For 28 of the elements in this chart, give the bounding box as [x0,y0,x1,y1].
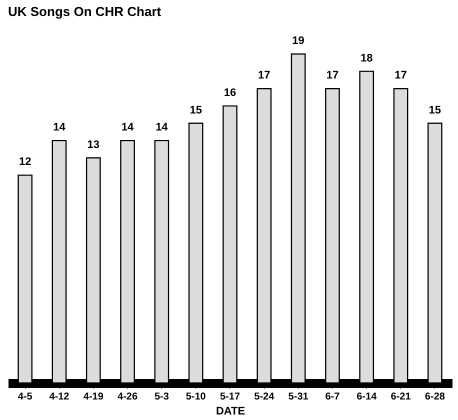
x-tick-label: 4-26 [118,392,138,402]
x-tick-label: 6-21 [390,392,412,402]
data-label: 15 [190,104,202,116]
data-label: 12 [18,156,32,168]
x-tick-label: 4-5 [18,392,33,402]
data-label: 16 [224,86,236,99]
x-tick-label: 6-28 [424,392,446,402]
x-tick-label: 4-19 [83,392,104,402]
data-label: 17 [394,70,407,82]
data-label: 19 [292,35,304,47]
data-label: 17 [326,70,339,82]
data-label: 14 [121,122,135,134]
data-label: 14 [156,122,169,134]
data-label: 15 [428,104,442,116]
data-label: 13 [87,138,100,151]
chart-title: UK Songs On CHR Chart [8,4,162,19]
data-label: 18 [360,52,373,64]
data-label: 17 [258,70,270,82]
x-tick-label: 6-7 [325,392,340,402]
x-tick-label: 5-24 [254,392,275,402]
x-tick-label: 5-10 [186,392,206,402]
x-tick-label: 5-17 [220,392,240,402]
x-tick-label: 4-12 [49,392,70,402]
x-tick-label: 5-31 [288,392,309,402]
data-label: 14 [53,122,66,134]
x-tick-label: 5-3 [154,392,170,402]
x-axis-title: DATE [216,406,246,418]
x-tick-label: 6-14 [356,392,378,402]
